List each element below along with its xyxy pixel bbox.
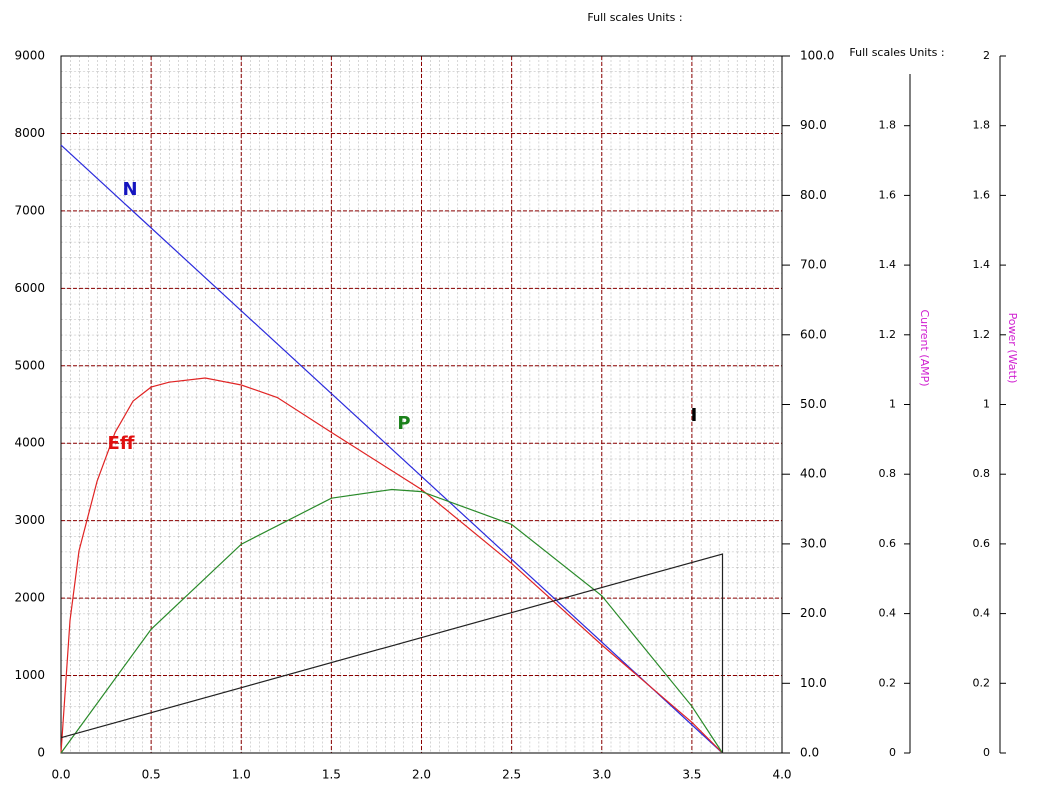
y3-tick-label: 1.8	[879, 119, 897, 132]
y-tick-label: 9000	[14, 49, 45, 63]
series-line	[60, 553, 724, 753]
units-label: Full scales Units :	[587, 11, 682, 24]
x-tick-label: 3.5	[682, 768, 701, 782]
y-tick-label: 1000	[14, 668, 45, 682]
y2-tick-label: 70.0	[800, 258, 827, 272]
x-tick-label: 3.0	[592, 768, 611, 782]
y3-tick-label: 1	[889, 398, 896, 411]
x-tick-label: 1.5	[322, 768, 341, 782]
y3-tick-label: 1.4	[879, 258, 897, 271]
y2-tick-label: 80.0	[800, 188, 827, 202]
y3-tick-label: 0.4	[879, 607, 897, 620]
series-label: I	[691, 405, 698, 426]
series-line	[60, 377, 723, 754]
y-tick-label: 8000	[14, 126, 45, 140]
y3-tick-label: 1.2	[879, 328, 897, 341]
x-tick-label: 0.0	[51, 768, 70, 782]
y4-tick-label: 0.4	[973, 607, 991, 620]
y4-tick-label: 0.8	[973, 467, 991, 480]
y4-tick-label: 0.6	[973, 537, 991, 550]
y3-axis-title: Current (AMP)	[918, 309, 931, 386]
y3-tick-label: 0.6	[879, 537, 897, 550]
y4-tick-label: 1	[983, 398, 990, 411]
series-line	[60, 488, 724, 754]
y2-tick-label: 20.0	[800, 606, 827, 620]
y-tick-label: 7000	[14, 203, 45, 217]
y4-tick-label: 1.8	[973, 119, 991, 132]
y-tick-label: 5000	[14, 358, 45, 372]
series-label: Eff	[108, 433, 135, 454]
y4-tick-label: 2	[983, 49, 990, 62]
y-tick-label: 2000	[14, 591, 45, 605]
series-line	[60, 144, 723, 754]
y2-tick-label: 40.0	[800, 467, 827, 481]
x-tick-label: 4.0	[772, 768, 791, 782]
y4-tick-label: 0.2	[973, 676, 991, 689]
y2-tick-label: 50.0	[800, 397, 827, 411]
y4-tick-label: 0	[983, 746, 990, 759]
x-tick-label: 1.0	[232, 768, 251, 782]
x-tick-label: 2.0	[412, 768, 431, 782]
y3-tick-label: 0.2	[879, 676, 897, 689]
y2-tick-label: 30.0	[800, 536, 827, 550]
y2-tick-label: 90.0	[800, 118, 827, 132]
x-tick-label: 2.5	[502, 768, 521, 782]
series-label: P	[397, 413, 410, 434]
y-tick-label: 0	[37, 746, 45, 760]
y2-tick-label: 60.0	[800, 327, 827, 341]
y4-tick-label: 1.6	[973, 188, 991, 201]
y-tick-label: 3000	[14, 513, 45, 527]
y3-tick-label: 1.6	[879, 188, 897, 201]
y-tick-label: 6000	[14, 281, 45, 295]
y2-tick-label: 100.0	[800, 49, 834, 63]
y4-axis-title: Power (Watt)	[1006, 313, 1019, 384]
y3-tick-label: 0.8	[879, 467, 897, 480]
y3-tick-label: 0	[889, 746, 896, 759]
series-label: N	[122, 179, 137, 200]
y-tick-label: 4000	[14, 436, 45, 450]
y2-tick-label: 10.0	[800, 676, 827, 690]
y4-tick-label: 1.4	[973, 258, 991, 271]
y4-tick-label: 1.2	[973, 328, 991, 341]
units-label: Full scales Units :	[849, 46, 944, 59]
y2-tick-label: 0.0	[800, 746, 819, 760]
x-tick-label: 0.5	[142, 768, 161, 782]
